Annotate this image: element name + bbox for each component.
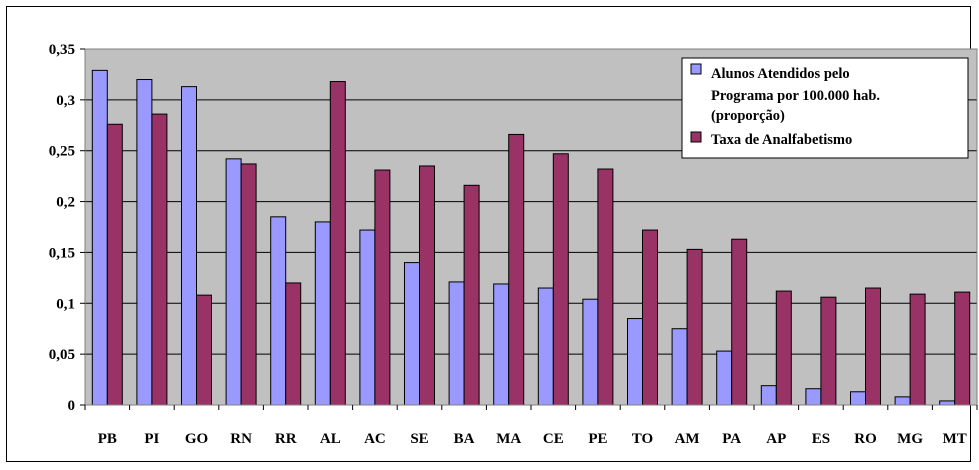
y-tick-label: 0,35: [49, 42, 75, 58]
legend-label: Programa por 100.000 hab.: [711, 88, 880, 104]
bar-alunos-pe: [582, 298, 599, 406]
bar-analfabetismo-ma: [508, 133, 525, 406]
bar-analfabetismo-ro: [865, 287, 881, 406]
bar-analfabetismo-pb: [106, 123, 123, 406]
bar-alunos-se: [404, 262, 420, 406]
bar-analfabetismo-ba: [463, 184, 480, 406]
bar-alunos-am: [671, 328, 688, 406]
bar-alunos-pa: [716, 350, 733, 406]
x-tick-label: AM: [675, 431, 700, 447]
bar-alunos-ro: [850, 391, 866, 406]
x-tick-label: MA: [496, 431, 521, 447]
bar-alunos-pb: [91, 69, 108, 406]
bar-alunos-rn: [225, 158, 242, 406]
bar-alunos-to: [627, 318, 643, 406]
y-tick-label: 0: [68, 398, 76, 414]
y-tick-label: 0,2: [56, 195, 75, 211]
y-tick-label: 0,1: [56, 296, 75, 312]
x-tick-label: RN: [230, 431, 252, 447]
bar-analfabetismo-pa: [731, 238, 748, 406]
x-axis-ticks: PB PI GO RN RR AL AC SE BA MA CE PE TO AM PA AP ES RO MG MT: [84, 405, 978, 447]
y-tick-label: 0,15: [49, 245, 75, 261]
bar-alunos-ce: [537, 287, 554, 406]
bar-analfabetismo-es: [820, 296, 837, 406]
bar-analfabetismo-mg: [909, 293, 926, 406]
x-tick-label: AL: [320, 431, 341, 447]
bar-analfabetismo-ce: [552, 153, 569, 406]
bar-analfabetismo-ap: [775, 290, 792, 406]
bar-analfabetismo-am: [686, 248, 703, 406]
bar-alunos-es: [805, 388, 822, 406]
bar-analfabetismo-ac: [374, 169, 391, 406]
bar-alunos-ma: [493, 283, 510, 406]
y-tick-label: 0,05: [49, 347, 75, 363]
bar-analfabetismo-go: [196, 294, 212, 406]
x-tick-label: CE: [543, 431, 564, 447]
bar-alunos-mt: [939, 400, 956, 406]
x-tick-label: SE: [410, 431, 428, 447]
bar-alunos-ap: [760, 385, 777, 406]
y-axis-ticks: 0 0,05 0,1 0,15 0,2 0,25 0,3 0,35: [49, 42, 85, 414]
x-tick-label: RO: [854, 431, 877, 447]
bar-alunos-go: [181, 86, 197, 406]
bar-alunos-ac: [359, 229, 376, 406]
bar-analfabetismo-rr: [285, 282, 302, 406]
x-tick-label: AP: [766, 431, 786, 447]
y-tick-label: 0,3: [56, 93, 75, 109]
bar-alunos-pi: [136, 79, 153, 406]
x-tick-label: BA: [454, 431, 475, 447]
x-tick-label: TO: [632, 431, 653, 447]
x-tick-label: PA: [722, 431, 741, 447]
legend-swatch: [690, 131, 702, 143]
bar-analfabetismo-se: [419, 165, 435, 406]
x-tick-label: AC: [364, 431, 386, 447]
bar-analfabetismo-mt: [954, 291, 971, 406]
bar-alunos-mg: [894, 396, 911, 406]
bar-analfabetismo-al: [329, 81, 346, 406]
x-tick-label: ES: [812, 431, 830, 447]
bar-alunos-ba: [448, 281, 465, 406]
x-tick-label: GO: [185, 431, 208, 447]
bar-analfabetismo-pi: [151, 113, 168, 406]
bar-alunos-rr: [270, 216, 287, 406]
x-tick-label: MT: [943, 431, 967, 447]
x-tick-label: MG: [897, 431, 923, 447]
legend: Alunos Atendidos pelo Programa por 100.00…: [681, 57, 969, 159]
legend-label: Alunos Atendidos pelo: [711, 66, 850, 82]
bar-analfabetismo-rn: [240, 163, 257, 406]
legend-label: (proporção): [711, 108, 785, 124]
bar-alunos-al: [314, 221, 331, 406]
y-tick-label: 0,25: [49, 144, 75, 160]
legend-swatch: [690, 63, 702, 75]
legend-label: Taxa de Analfabetismo: [711, 132, 852, 148]
legend-box: [681, 57, 969, 159]
bar-analfabetismo-pe: [597, 168, 614, 406]
x-tick-label: PE: [588, 431, 607, 447]
x-tick-label: PB: [98, 431, 117, 447]
x-tick-label: PI: [144, 431, 159, 447]
x-tick-label: RR: [275, 431, 297, 447]
bar-analfabetismo-to: [642, 229, 658, 406]
